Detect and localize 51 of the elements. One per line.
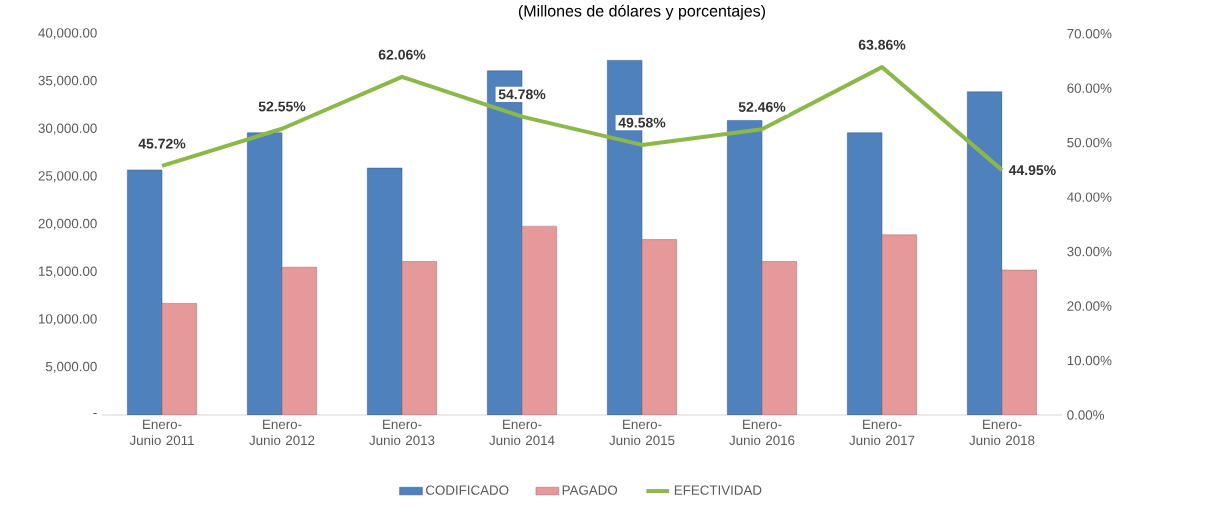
y2-tick-label: 10.00%: [1067, 355, 1112, 366]
bar: [281, 266, 317, 415]
y-tick-label: 15,000.00: [39, 266, 97, 278]
x-tick-label: Enero-Junio 2013: [369, 419, 435, 446]
legend-label: PAGADO: [562, 485, 618, 495]
data-label: 54.78%: [498, 89, 546, 100]
data-label: 52.46%: [738, 101, 786, 112]
y-tick-label: -: [93, 412, 97, 414]
y-tick-label: 5,000.00: [45, 361, 97, 373]
y-tick-label: 10,000.00: [39, 314, 97, 326]
x-tick-label: Enero-Junio 2018: [969, 419, 1035, 446]
y-tick-label: 30,000.00: [38, 123, 97, 135]
x-tick-label: Enero-Junio 2016: [729, 419, 795, 446]
x-tick-label: Enero-Junio 2017: [849, 419, 915, 446]
bar: [881, 234, 917, 415]
x-tick-label: Enero-Junio 2012: [249, 419, 315, 446]
bar: [161, 303, 197, 415]
bar: [247, 132, 283, 415]
bar: [727, 120, 763, 415]
bar: [521, 225, 557, 415]
bar: [401, 261, 437, 415]
data-label: 52.55%: [258, 101, 306, 112]
bar: [641, 239, 677, 415]
bar: [847, 132, 883, 415]
y-tick-label: 25,000.00: [38, 171, 97, 183]
bar: [367, 167, 403, 415]
y2-tick-label: 40.00%: [1067, 192, 1112, 202]
y-tick-label: 20,000.00: [38, 218, 97, 230]
data-label: 44.95%: [1008, 165, 1056, 176]
y-tick-label: 40,000.00: [38, 28, 97, 40]
y2-tick-label: 60.00%: [1067, 83, 1112, 93]
x-tick-label: Enero-Junio 2015: [609, 419, 675, 446]
y2-tick-label: 0.00%: [1067, 410, 1105, 420]
legend-label: EFECTIVIDAD: [674, 485, 762, 495]
y-tick-label: 35,000.00: [38, 75, 97, 87]
bar: [967, 91, 1003, 415]
bar: [127, 169, 163, 415]
y2-tick-label: 20.00%: [1067, 301, 1112, 311]
data-label: 49.58%: [618, 117, 666, 128]
bar: [761, 261, 797, 415]
x-tick-label: Enero-Junio 2014: [489, 419, 555, 446]
chart-title: (Millones de dólares y porcentajes): [518, 4, 766, 20]
bar: [1001, 269, 1037, 415]
legend-label: CODIFICADO: [426, 485, 509, 495]
y2-tick-label: 50.00%: [1067, 137, 1112, 148]
y2-tick-label: 30.00%: [1067, 246, 1112, 257]
y2-tick-label: 70.00%: [1067, 28, 1112, 39]
x-tick-label: Enero-Junio 2011: [129, 419, 194, 446]
data-label: 62.06%: [378, 49, 426, 60]
data-label: 45.72%: [138, 138, 186, 149]
data-label: 63.86%: [858, 39, 906, 50]
